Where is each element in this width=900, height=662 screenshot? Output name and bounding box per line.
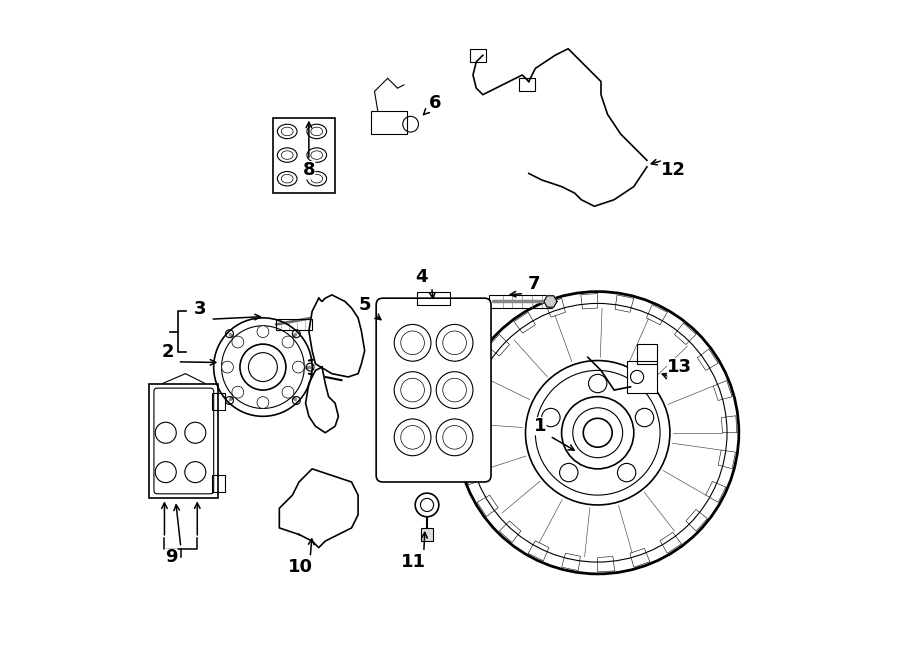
Circle shape <box>257 326 269 338</box>
Bar <box>276 319 312 330</box>
Text: 9: 9 <box>165 549 177 567</box>
FancyBboxPatch shape <box>154 388 213 494</box>
Circle shape <box>232 336 244 348</box>
Circle shape <box>257 397 269 408</box>
Text: 13: 13 <box>667 358 692 376</box>
Polygon shape <box>279 469 358 547</box>
Bar <box>470 49 486 62</box>
Bar <box>149 383 219 498</box>
Text: 4: 4 <box>416 268 428 286</box>
Bar <box>212 393 225 410</box>
Text: 6: 6 <box>429 93 442 112</box>
Bar <box>637 344 657 364</box>
Circle shape <box>282 386 294 398</box>
Polygon shape <box>306 367 338 433</box>
Text: 2: 2 <box>161 343 174 361</box>
Polygon shape <box>544 296 557 307</box>
Text: 8: 8 <box>302 161 315 179</box>
Bar <box>519 78 536 91</box>
Circle shape <box>232 386 244 398</box>
Polygon shape <box>309 295 365 377</box>
Bar <box>371 111 408 134</box>
Bar <box>212 475 225 492</box>
Circle shape <box>282 336 294 348</box>
Bar <box>418 292 450 305</box>
Text: 10: 10 <box>288 558 313 577</box>
FancyBboxPatch shape <box>376 298 491 482</box>
Bar <box>627 361 657 393</box>
Text: 5: 5 <box>358 296 371 314</box>
Text: 12: 12 <box>661 161 686 179</box>
Bar <box>490 295 552 308</box>
Text: 3: 3 <box>194 301 207 318</box>
Bar <box>273 118 335 193</box>
Bar <box>421 528 433 541</box>
Circle shape <box>221 361 233 373</box>
Text: 7: 7 <box>527 275 540 293</box>
Circle shape <box>583 418 612 448</box>
Text: 1: 1 <box>534 417 546 435</box>
Circle shape <box>292 361 304 373</box>
Text: 11: 11 <box>401 553 427 571</box>
